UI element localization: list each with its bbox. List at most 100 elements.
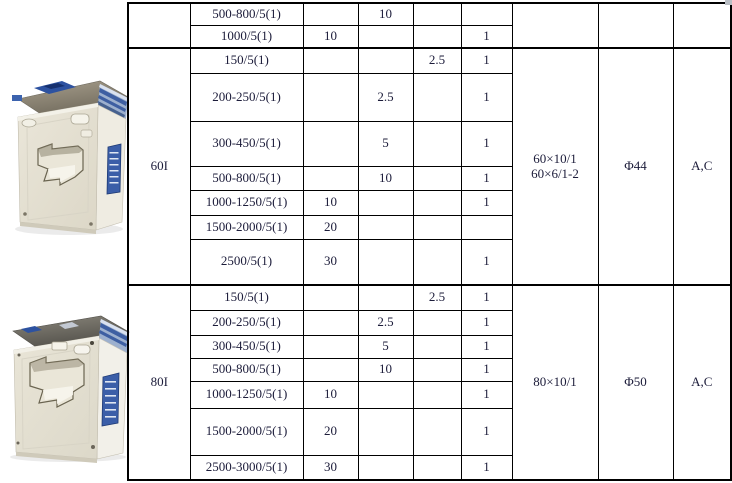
value-cell: 1 bbox=[460, 284, 513, 311]
value-cell: 2.5 bbox=[357, 309, 414, 336]
value-cell: 1 bbox=[460, 238, 513, 286]
value-cell bbox=[357, 238, 414, 286]
front-recess-right bbox=[70, 113, 90, 125]
value-cell bbox=[302, 357, 359, 382]
value-cell: 10 bbox=[302, 189, 359, 216]
value-cell bbox=[357, 189, 414, 216]
table-row: 1500-2000/5(1) 20 bbox=[128, 214, 731, 240]
value-cell bbox=[412, 214, 462, 240]
terminal-cover bbox=[99, 319, 129, 353]
table-row: 300-450/5(1) 5 1 bbox=[128, 120, 731, 167]
center-hole bbox=[37, 143, 84, 186]
table-row: 500-800/5(1) 10 bbox=[127, 2, 732, 49]
value-cell bbox=[357, 24, 414, 49]
value-cell bbox=[302, 120, 359, 167]
value-cell bbox=[302, 165, 359, 191]
value-cell: 5 bbox=[357, 120, 414, 167]
table-row: 500-800/5(1) 10 1 bbox=[128, 165, 731, 191]
current-transformer-80i-photo bbox=[10, 315, 130, 463]
value-cell: 1 bbox=[460, 380, 513, 409]
ratio-cell: 200-250/5(1) bbox=[189, 72, 304, 122]
value-cell bbox=[412, 238, 462, 286]
value-cell: 1 bbox=[460, 454, 513, 481]
current-transformer-60i-photo bbox=[12, 80, 129, 235]
table-row: 2500/5(1) 30 1 bbox=[128, 238, 731, 286]
value-cell bbox=[412, 334, 462, 359]
ratio-cell: 500-800/5(1) bbox=[189, 2, 304, 26]
screw bbox=[23, 212, 27, 216]
value-cell bbox=[302, 284, 359, 311]
value-cell: 2.5 bbox=[412, 47, 462, 74]
value-cell bbox=[412, 357, 462, 382]
value-cell bbox=[412, 165, 462, 191]
ratio-cell: 1000/5(1) bbox=[189, 24, 304, 49]
value-cell: 1 bbox=[460, 24, 513, 49]
side-label bbox=[101, 372, 120, 427]
value-cell bbox=[412, 454, 462, 481]
value-cell: 10 bbox=[302, 24, 359, 49]
value-cell: 1 bbox=[460, 72, 513, 122]
model-cell bbox=[127, 2, 191, 49]
value-cell: 1 bbox=[460, 47, 513, 74]
front-engraving bbox=[21, 347, 91, 450]
table-row: 80I 150/5(1) 2.5 1 80×10/1 Φ50 A,C bbox=[127, 284, 732, 481]
value-cell bbox=[357, 380, 414, 409]
ratio-cell: 300-450/5(1) bbox=[189, 334, 304, 359]
front-recess-right bbox=[73, 344, 91, 355]
model-cell: 80I bbox=[127, 284, 191, 481]
front-recess-left bbox=[21, 118, 37, 128]
value-cell: 10 bbox=[357, 2, 414, 26]
screw bbox=[89, 222, 93, 226]
aperture-cell bbox=[597, 2, 674, 49]
aperture-cell: Φ44 bbox=[597, 47, 674, 286]
scrollbar-artifact bbox=[725, 0, 732, 5]
value-cell bbox=[412, 380, 462, 409]
table-row: 1000-1250/5(1) 10 1 bbox=[128, 380, 731, 409]
side-label bbox=[106, 143, 122, 195]
dimension-cell: 80×10/1 bbox=[511, 284, 599, 481]
value-cell bbox=[460, 2, 513, 26]
value-cell bbox=[357, 47, 414, 74]
dimension-line1: 80×10/1 bbox=[533, 374, 577, 390]
bottom-band bbox=[20, 222, 96, 234]
screw bbox=[16, 441, 20, 445]
ratio-cell: 150/5(1) bbox=[189, 47, 304, 74]
center-hole bbox=[29, 356, 85, 408]
ratio-cell: 1000-1250/5(1) bbox=[189, 380, 304, 409]
value-cell bbox=[302, 47, 359, 74]
value-cell: 5 bbox=[357, 334, 414, 359]
ratio-cell: 1500-2000/5(1) bbox=[189, 214, 304, 240]
screw-hole bbox=[90, 341, 94, 345]
table-row: 2500-3000/5(1) 30 1 bbox=[128, 454, 731, 481]
model-cell: 60I bbox=[127, 47, 191, 286]
value-cell: 30 bbox=[302, 454, 359, 481]
value-cell: 20 bbox=[302, 407, 359, 456]
phase-cell: A,C bbox=[672, 284, 732, 481]
value-cell: 2.5 bbox=[412, 284, 462, 311]
terminal-block bbox=[21, 326, 42, 333]
value-cell: 1 bbox=[460, 120, 513, 167]
aperture-cell: Φ50 bbox=[597, 284, 674, 481]
ratio-cell: 500-800/5(1) bbox=[189, 357, 304, 382]
value-cell bbox=[302, 72, 359, 122]
value-cell: 1 bbox=[460, 334, 513, 359]
table-row: 60I 150/5(1) 2.5 1 60×10/1 60×6/1-2 Φ44 … bbox=[127, 47, 732, 286]
screw bbox=[91, 445, 95, 449]
table-row: 200-250/5(1) 2.5 1 bbox=[128, 309, 731, 336]
value-cell: 1 bbox=[460, 189, 513, 216]
ratio-cell: 1500-2000/5(1) bbox=[189, 407, 304, 456]
value-cell: 20 bbox=[302, 214, 359, 240]
value-cell bbox=[302, 2, 359, 26]
front-stamp bbox=[51, 341, 68, 351]
value-cell: 10 bbox=[302, 380, 359, 409]
value-cell bbox=[357, 214, 414, 240]
value-cell: 2.5 bbox=[357, 72, 414, 122]
ratio-cell: 2500/5(1) bbox=[189, 238, 304, 286]
ratio-cell: 300-450/5(1) bbox=[189, 120, 304, 167]
value-cell: 1 bbox=[460, 165, 513, 191]
value-cell bbox=[357, 454, 414, 481]
spec-table: 500-800/5(1) 10 1000/5(1) 10 1 60I 150/5… bbox=[127, 2, 732, 481]
front-engraving bbox=[26, 114, 90, 221]
table-row: 300-450/5(1) 5 1 bbox=[128, 334, 731, 359]
